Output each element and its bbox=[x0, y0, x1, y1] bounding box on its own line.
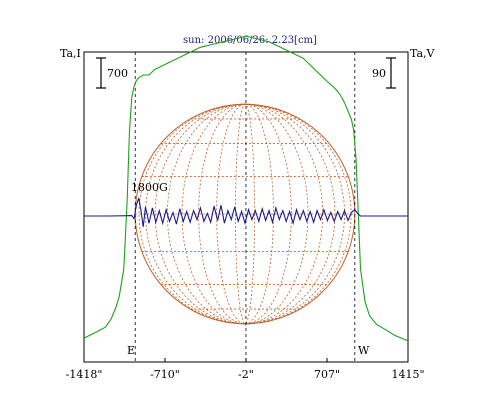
plot-frame bbox=[83, 51, 409, 363]
x-tick-label: -1418" bbox=[66, 368, 103, 381]
left-scale-bar-label: 700 bbox=[107, 67, 128, 80]
longitude-line bbox=[216, 103, 274, 325]
left-axis-label: Ta,I bbox=[60, 47, 81, 60]
east-limb-label: E bbox=[127, 344, 135, 357]
x-tick-label: 707" bbox=[314, 368, 340, 381]
series-group bbox=[83, 35, 409, 342]
chart-title: sun: 2006/06/26: 2.23[cm] bbox=[183, 35, 317, 46]
longitude-line bbox=[198, 103, 292, 325]
x-tick-label: -2" bbox=[238, 368, 254, 381]
longitude-line bbox=[145, 103, 345, 325]
x-tick-label: -710" bbox=[150, 368, 180, 381]
field-strength-annotation: 1800G bbox=[131, 181, 168, 194]
right-scale-bar-label: 90 bbox=[372, 67, 386, 80]
intensity-series-line bbox=[83, 35, 409, 342]
left-scale-bar bbox=[96, 57, 106, 89]
right-axis-label: Ta,V bbox=[410, 47, 436, 60]
west-limb-label: W bbox=[358, 344, 370, 357]
x-tick-labels: -1418" -710" -2" 707" 1415" bbox=[66, 358, 425, 381]
right-scale-bar bbox=[386, 57, 396, 89]
polarization-series-line bbox=[84, 197, 408, 227]
marker-lines bbox=[134, 52, 356, 362]
x-tick-label: 1415" bbox=[391, 368, 424, 381]
longitude-line bbox=[181, 103, 309, 325]
